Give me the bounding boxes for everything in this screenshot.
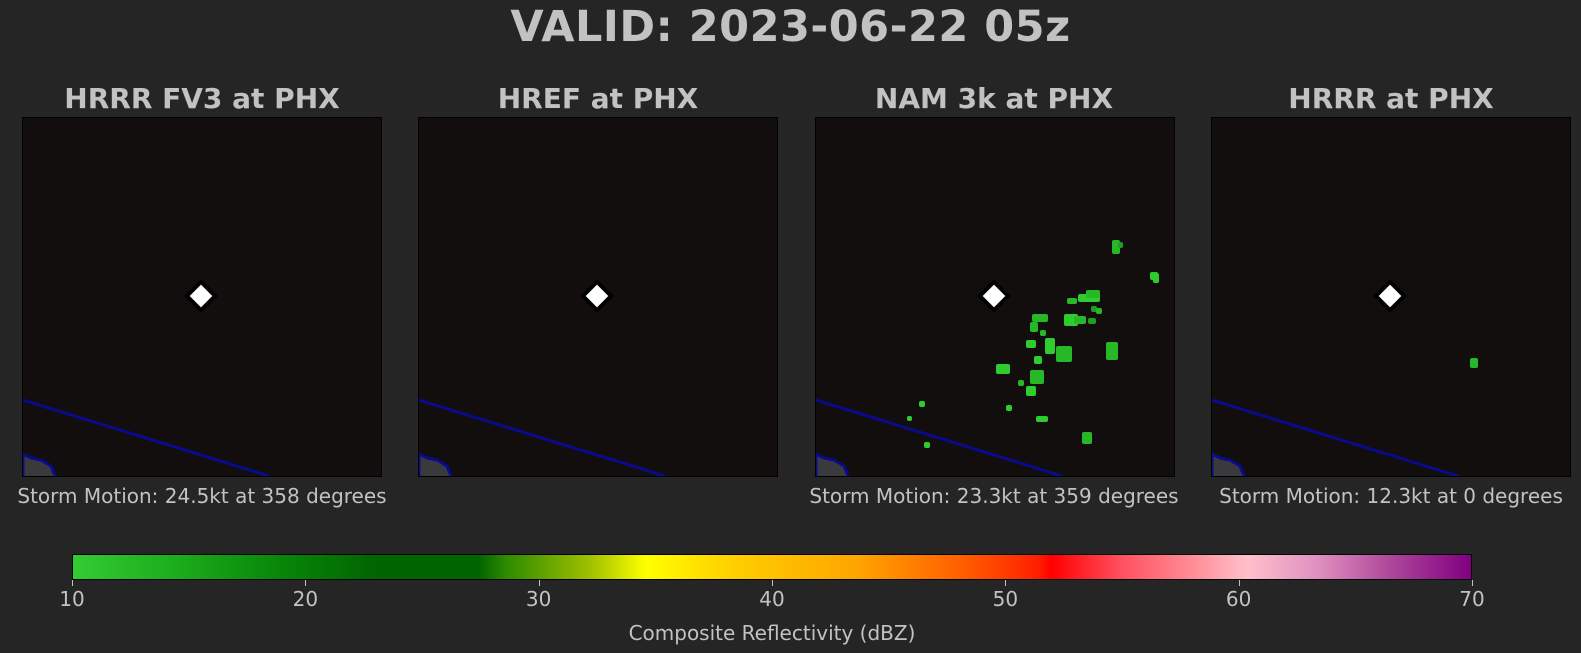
echo-cell (1006, 405, 1012, 411)
phx-marker-icon (977, 279, 1011, 313)
colorbar-tick (1238, 580, 1240, 586)
phx-marker-icon (184, 279, 218, 313)
map-panel-hrrr-fv3 (22, 117, 382, 477)
map-svg (1212, 279, 1478, 476)
echo-cell (1118, 242, 1123, 248)
map-panel-href (418, 117, 778, 477)
echo-cell (1112, 240, 1120, 254)
echo-cell (1088, 318, 1096, 324)
phx-marker-icon (1373, 279, 1407, 313)
echo-cell (1056, 346, 1072, 362)
map-panel-hrrr (1211, 117, 1571, 477)
water-body (816, 452, 850, 476)
map-svg (23, 279, 270, 476)
echo-cell (1470, 358, 1478, 368)
map-panel-nam-3k (815, 117, 1175, 477)
echo-cell (1045, 338, 1055, 354)
echo-cell (1026, 386, 1036, 396)
reflectivity-echoes (1470, 358, 1478, 368)
echo-cell (1026, 340, 1036, 348)
state-border-line (419, 398, 666, 476)
echo-cell (1018, 380, 1024, 386)
panel-title-hrrr-fv3: HRRR FV3 at PHX (64, 82, 340, 115)
echo-cell (1030, 370, 1044, 384)
echo-cell (996, 364, 1010, 374)
echo-cell (1086, 290, 1100, 298)
colorbar-tick-label: 50 (992, 587, 1019, 611)
echo-cell (1106, 342, 1118, 360)
panel-title-hrrr: HRRR at PHX (1288, 82, 1494, 115)
echo-cell (1067, 298, 1077, 304)
echo-cell (1091, 306, 1097, 312)
echo-cell (1034, 356, 1042, 364)
echo-cell (907, 416, 912, 421)
echo-cell (1096, 308, 1102, 314)
colorbar-tick (538, 580, 540, 586)
water-body (1212, 452, 1246, 476)
storm-motion-nam-3k: Storm Motion: 23.3kt at 359 degrees (809, 484, 1179, 508)
colorbar-tick (1005, 580, 1007, 586)
colorbar-tick-label: 40 (759, 587, 785, 611)
colorbar-tick-label: 20 (292, 587, 319, 611)
storm-motion-hrrr: Storm Motion: 12.3kt at 0 degrees (1219, 484, 1563, 508)
colorbar-label: Composite Reflectivity (dBZ) (628, 621, 916, 645)
water-body (23, 452, 57, 476)
echo-cell (1082, 432, 1092, 444)
colorbar-tick-label: 30 (525, 587, 552, 611)
panel-title-nam-3k: NAM 3k at PHX (874, 82, 1114, 115)
echo-cell (919, 401, 925, 407)
colorbar (72, 554, 1472, 580)
colorbar-tick (772, 580, 773, 586)
colorbar-tick (305, 580, 307, 586)
echo-cell (1032, 314, 1048, 322)
echo-cell (1040, 330, 1046, 336)
colorbar-tick (72, 580, 73, 586)
water-body (419, 452, 453, 476)
colorbar-tick-label: 10 (59, 587, 85, 611)
echo-cell (1030, 322, 1038, 332)
state-border-line (1212, 398, 1459, 476)
state-border-line (23, 398, 270, 476)
reflectivity-echoes (907, 240, 1159, 448)
state-border-line (816, 398, 1063, 476)
colorbar-tick-label: 70 (1459, 587, 1485, 611)
map-svg (419, 279, 666, 476)
echo-cell (1153, 273, 1159, 283)
echo-cell (1036, 416, 1048, 422)
map-svg (816, 240, 1159, 476)
panel-title-href: HREF at PHX (497, 82, 699, 115)
echo-cell (924, 442, 930, 448)
figure-title: VALID: 2023-06-22 05z (510, 2, 1071, 52)
storm-motion-hrrr-fv3: Storm Motion: 24.5kt at 358 degrees (17, 484, 387, 508)
colorbar-tick (1472, 580, 1473, 586)
colorbar-tick-label: 60 (1225, 587, 1252, 611)
echo-cell (1074, 316, 1086, 324)
phx-marker-icon (580, 279, 614, 313)
